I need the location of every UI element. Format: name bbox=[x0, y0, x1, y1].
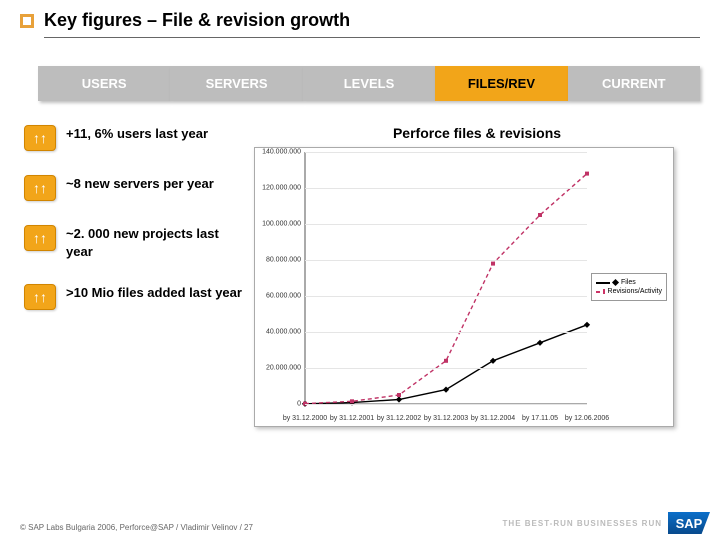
diamond-marker-icon bbox=[584, 322, 590, 328]
chart-svg bbox=[305, 152, 587, 404]
y-tick-label: 80.000.000 bbox=[255, 257, 301, 264]
y-tick-label: 140.000.000 bbox=[255, 149, 301, 156]
list-item: ↑↑ +11, 6% users last year bbox=[24, 125, 244, 151]
bullet-text: ~2. 000 new projects last year bbox=[66, 225, 244, 260]
diamond-marker-icon bbox=[443, 386, 449, 392]
diamond-marker-icon bbox=[537, 340, 543, 346]
x-tick-label: by 31.12.2002 bbox=[377, 415, 421, 422]
sap-branding: THE BEST-RUN BUSINESSES RUN SAP bbox=[503, 512, 710, 534]
gridline bbox=[305, 404, 587, 405]
y-tick-label: 120.000.000 bbox=[255, 185, 301, 192]
x-tick-label: by 31.12.2003 bbox=[424, 415, 468, 422]
tab-label: USERS bbox=[82, 76, 127, 91]
bullet-list: ↑↑ +11, 6% users last year ↑↑ ~8 new ser… bbox=[24, 125, 244, 427]
x-tick-label: by 17.11.05 bbox=[522, 415, 558, 422]
chart-legend: Files Revisions/Activity bbox=[591, 273, 667, 301]
plot-area bbox=[305, 152, 587, 404]
tab-label: CURRENT bbox=[602, 76, 666, 91]
x-tick-label: by 31.12.2000 bbox=[283, 415, 327, 422]
square-marker-icon bbox=[538, 213, 542, 217]
gridline bbox=[305, 296, 587, 297]
gridline bbox=[305, 260, 587, 261]
tab-label: LEVELS bbox=[344, 76, 395, 91]
legend-label: Files bbox=[621, 279, 636, 286]
sap-logo-icon: SAP bbox=[668, 512, 710, 534]
square-marker-icon bbox=[350, 399, 354, 403]
square-marker-icon bbox=[397, 393, 401, 397]
slide-title: Key figures – File & revision growth bbox=[44, 10, 350, 31]
gridline bbox=[305, 188, 587, 189]
square-marker-icon bbox=[603, 289, 604, 294]
gridline bbox=[305, 224, 587, 225]
y-tick-label: 60.000.000 bbox=[255, 293, 301, 300]
y-tick-label: 20.000.000 bbox=[255, 365, 301, 372]
chart-box: Files Revisions/Activity 0 20.000.000 40.0… bbox=[254, 147, 674, 427]
bullet-text: >10 Mio files added last year bbox=[66, 284, 242, 302]
y-tick-label: 100.000.000 bbox=[255, 221, 301, 228]
title-bullet-icon bbox=[20, 14, 34, 28]
legend-swatch-solid bbox=[596, 282, 610, 284]
legend-swatch-dash bbox=[596, 291, 600, 293]
x-tick-label: by 12.06.2006 bbox=[565, 415, 609, 422]
list-item: ↑↑ ~2. 000 new projects last year bbox=[24, 225, 244, 260]
tab-levels[interactable]: LEVELS bbox=[303, 66, 435, 101]
footer-text: © SAP Labs Bulgaria 2006, Perforce@SAP /… bbox=[20, 523, 253, 532]
legend-label: Revisions/Activity bbox=[608, 288, 662, 295]
chart-panel: Perforce files & revisions Files Revisio… bbox=[244, 125, 700, 427]
chart-title: Perforce files & revisions bbox=[254, 125, 700, 141]
x-tick-label: by 31.12.2004 bbox=[471, 415, 515, 422]
y-tick-label: 40.000.000 bbox=[255, 329, 301, 336]
tab-filesrev[interactable]: FILES/REV bbox=[435, 66, 567, 101]
gridline bbox=[305, 152, 587, 153]
gridline bbox=[305, 332, 587, 333]
diamond-marker-icon bbox=[612, 279, 619, 286]
content-area: ↑↑ +11, 6% users last year ↑↑ ~8 new ser… bbox=[0, 101, 720, 427]
square-marker-icon bbox=[585, 172, 589, 176]
tab-users[interactable]: USERS bbox=[38, 66, 170, 101]
up-arrows-icon: ↑↑ bbox=[24, 284, 56, 310]
diamond-marker-icon bbox=[490, 358, 496, 364]
tab-current[interactable]: CURRENT bbox=[568, 66, 700, 101]
tagline-text: THE BEST-RUN BUSINESSES RUN bbox=[503, 519, 662, 528]
gridline bbox=[305, 368, 587, 369]
legend-item: Revisions/Activity bbox=[596, 288, 662, 295]
list-item: ↑↑ ~8 new servers per year bbox=[24, 175, 244, 201]
bullet-text: ~8 new servers per year bbox=[66, 175, 214, 193]
title-underline bbox=[44, 37, 700, 38]
up-arrows-icon: ↑↑ bbox=[24, 175, 56, 201]
diamond-marker-icon bbox=[396, 396, 402, 402]
square-marker-icon bbox=[491, 262, 495, 266]
up-arrows-icon: ↑↑ bbox=[24, 125, 56, 151]
tab-label: FILES/REV bbox=[468, 76, 535, 91]
tab-label: SERVERS bbox=[206, 76, 268, 91]
square-marker-icon bbox=[444, 359, 448, 363]
tab-bar: USERS SERVERS LEVELS FILES/REV CURRENT bbox=[38, 66, 700, 101]
x-tick-label: by 31.12.2001 bbox=[330, 415, 374, 422]
y-tick-label: 0 bbox=[255, 401, 301, 408]
slide-title-area: Key figures – File & revision growth bbox=[0, 0, 720, 37]
list-item: ↑↑ >10 Mio files added last year bbox=[24, 284, 244, 310]
bullet-text: +11, 6% users last year bbox=[66, 125, 208, 143]
legend-item: Files bbox=[596, 279, 662, 286]
tab-servers[interactable]: SERVERS bbox=[170, 66, 302, 101]
chart-series-line bbox=[305, 174, 587, 404]
up-arrows-icon: ↑↑ bbox=[24, 225, 56, 251]
